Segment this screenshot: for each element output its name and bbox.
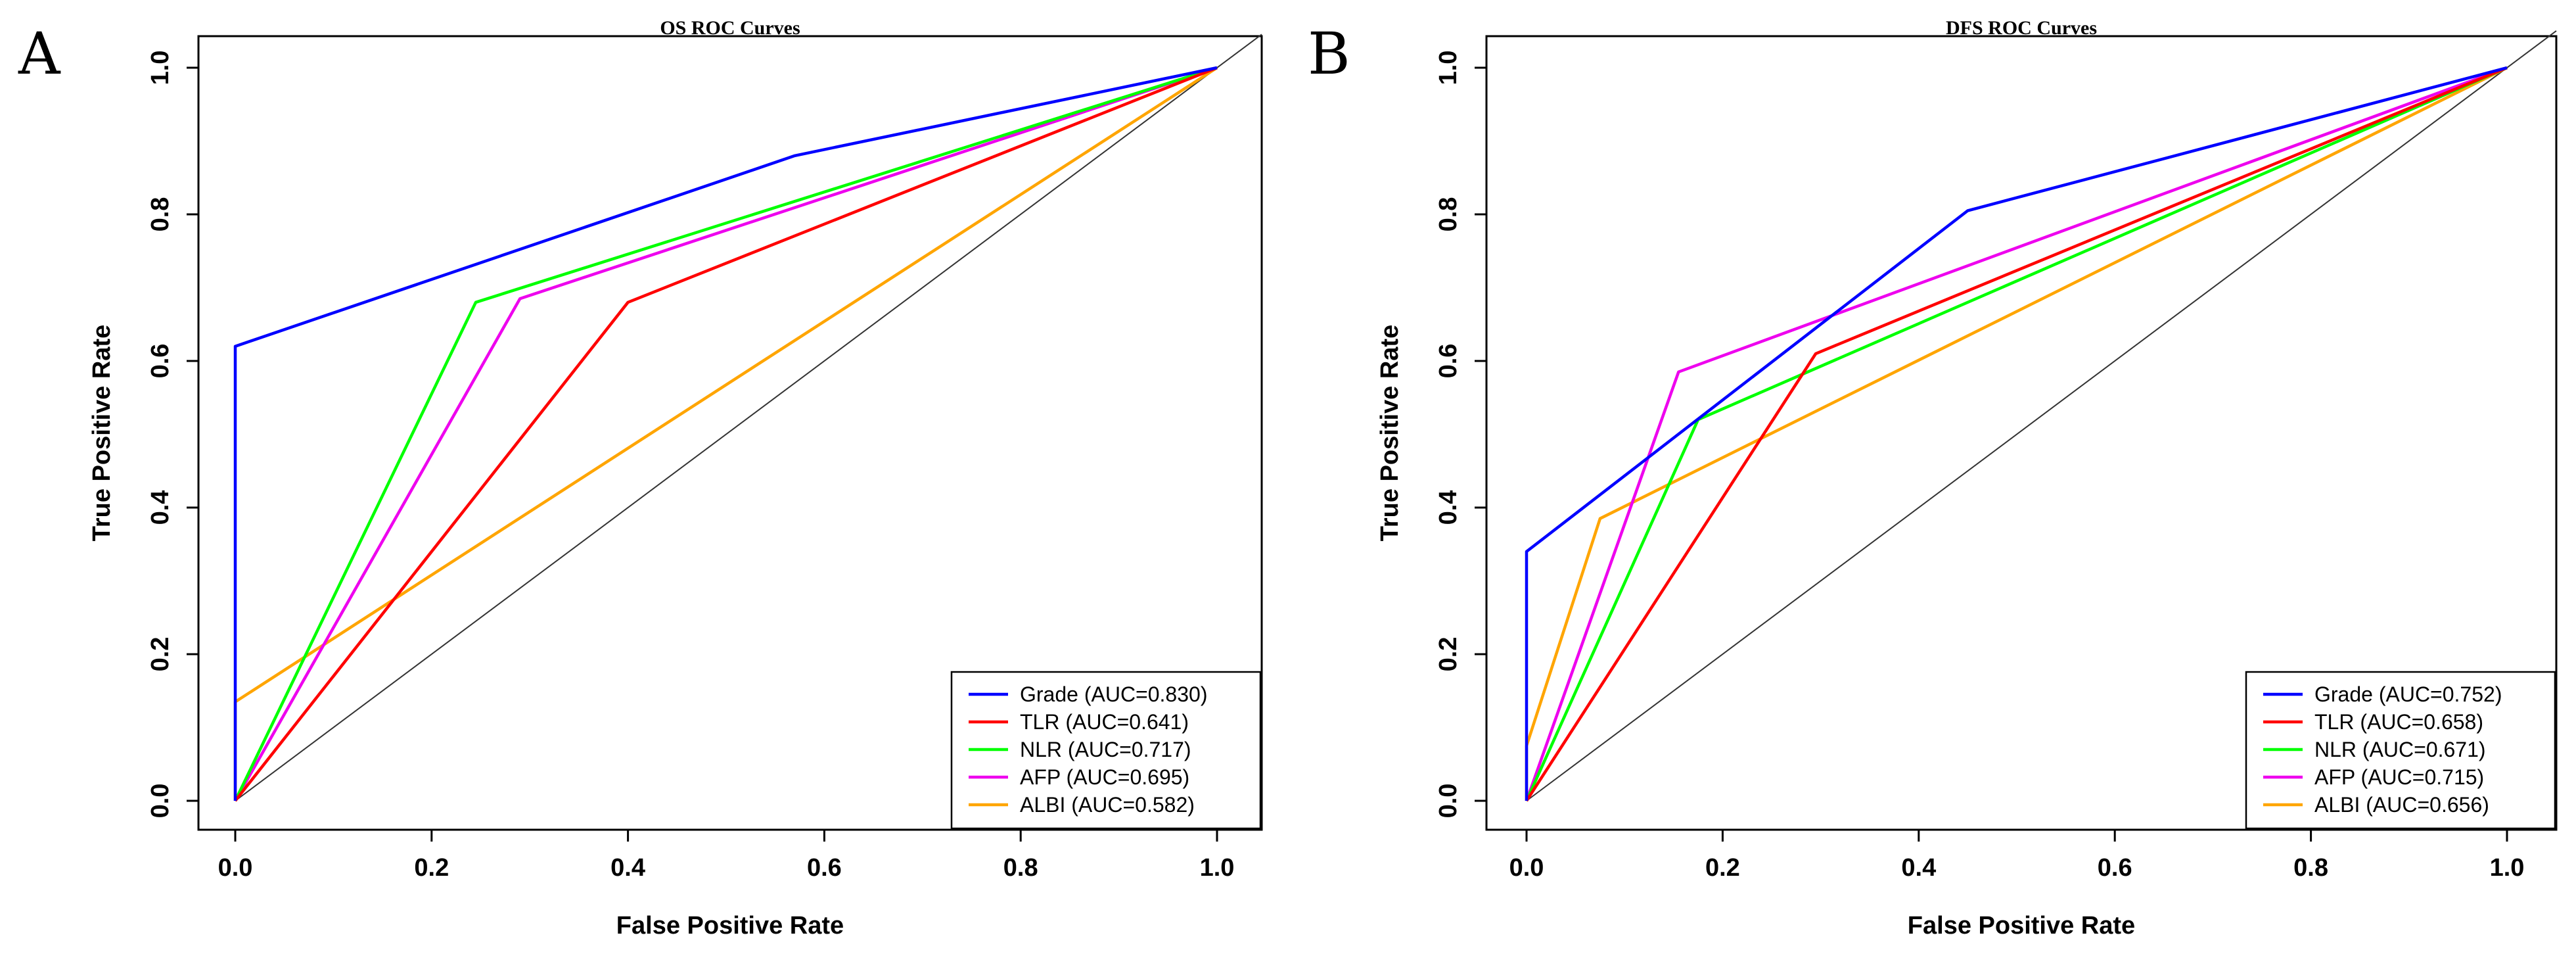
x-tick-label: 0.2 bbox=[414, 854, 449, 882]
y-tick-label: 0.2 bbox=[1435, 637, 1462, 672]
y-tick-label: 0.6 bbox=[1435, 344, 1462, 379]
y-tick-label: 0.4 bbox=[147, 490, 174, 525]
roc-curve-afp bbox=[1525, 66, 2508, 801]
roc-curve-tlr bbox=[234, 66, 1218, 802]
legend-label-nlr: NLR (AUC=0.717) bbox=[1020, 738, 1191, 761]
legend-label-albi: ALBI (AUC=0.656) bbox=[2314, 793, 2489, 817]
y-tick-label: 1.0 bbox=[1435, 51, 1462, 85]
x-tick-label: 0.0 bbox=[1509, 854, 1544, 882]
reference-diagonal bbox=[235, 34, 1262, 801]
x-tick-label: 0.6 bbox=[807, 854, 842, 882]
y-tick-label: 0.8 bbox=[1435, 197, 1462, 232]
roc-curve-grade bbox=[233, 66, 1218, 801]
x-axis-label: False Positive Rate bbox=[616, 912, 844, 940]
legend-label-tlr: TLR (AUC=0.641) bbox=[1020, 710, 1189, 734]
legend-label-grade: Grade (AUC=0.830) bbox=[1020, 682, 1207, 706]
x-tick-label: 1.0 bbox=[1200, 854, 1235, 882]
y-tick-label: 0.8 bbox=[147, 197, 174, 232]
x-tick-label: 1.0 bbox=[2490, 854, 2525, 882]
y-tick-label: 0.2 bbox=[147, 637, 174, 672]
y-tick-label: 0.6 bbox=[147, 344, 174, 379]
y-tick-label: 0.0 bbox=[147, 784, 174, 819]
x-tick-label: 0.4 bbox=[1901, 854, 1936, 882]
x-tick-label: 0.6 bbox=[2098, 854, 2132, 882]
roc-curve-afp bbox=[234, 66, 1218, 802]
legend-label-tlr: TLR (AUC=0.658) bbox=[2314, 710, 2483, 734]
roc-curve-grade bbox=[1525, 66, 2508, 801]
legend-label-albi: ALBI (AUC=0.582) bbox=[1020, 793, 1195, 817]
x-tick-label: 0.0 bbox=[218, 854, 253, 882]
legend-label-afp: AFP (AUC=0.695) bbox=[1020, 765, 1189, 789]
y-tick-label: 0.4 bbox=[1435, 490, 1462, 525]
y-tick-label: 0.0 bbox=[1435, 784, 1462, 819]
y-tick-label: 1.0 bbox=[147, 51, 174, 85]
y-axis-label: True Positive Rate bbox=[88, 325, 116, 541]
x-tick-label: 0.8 bbox=[1003, 854, 1038, 882]
plot-frame bbox=[197, 35, 1263, 831]
panel-letter: A bbox=[18, 20, 61, 87]
legend-label-afp: AFP (AUC=0.715) bbox=[2314, 765, 2484, 789]
panel-letter: B bbox=[1308, 20, 1350, 87]
legend: Grade (AUC=0.752) TLR (AUC=0.658) NLR (AUC… bbox=[2245, 671, 2556, 830]
x-tick-label: 0.2 bbox=[1705, 854, 1740, 882]
roc-curve-tlr bbox=[1525, 66, 2508, 802]
x-axis-label: False Positive Rate bbox=[1908, 912, 2135, 940]
legend-label-grade: Grade (AUC=0.752) bbox=[2314, 682, 2502, 706]
reference-diagonal bbox=[1526, 30, 2557, 801]
y-axis-label: True Positive Rate bbox=[1376, 325, 1404, 541]
x-tick-label: 0.4 bbox=[610, 854, 645, 882]
plot-frame bbox=[1485, 35, 2558, 831]
legend-label-nlr: NLR (AUC=0.671) bbox=[2314, 738, 2486, 761]
x-tick-label: 0.8 bbox=[2293, 854, 2328, 882]
legend: Grade (AUC=0.830) TLR (AUC=0.641) NLR (AUC… bbox=[950, 671, 1262, 830]
roc-curve-nlr bbox=[233, 66, 1218, 801]
